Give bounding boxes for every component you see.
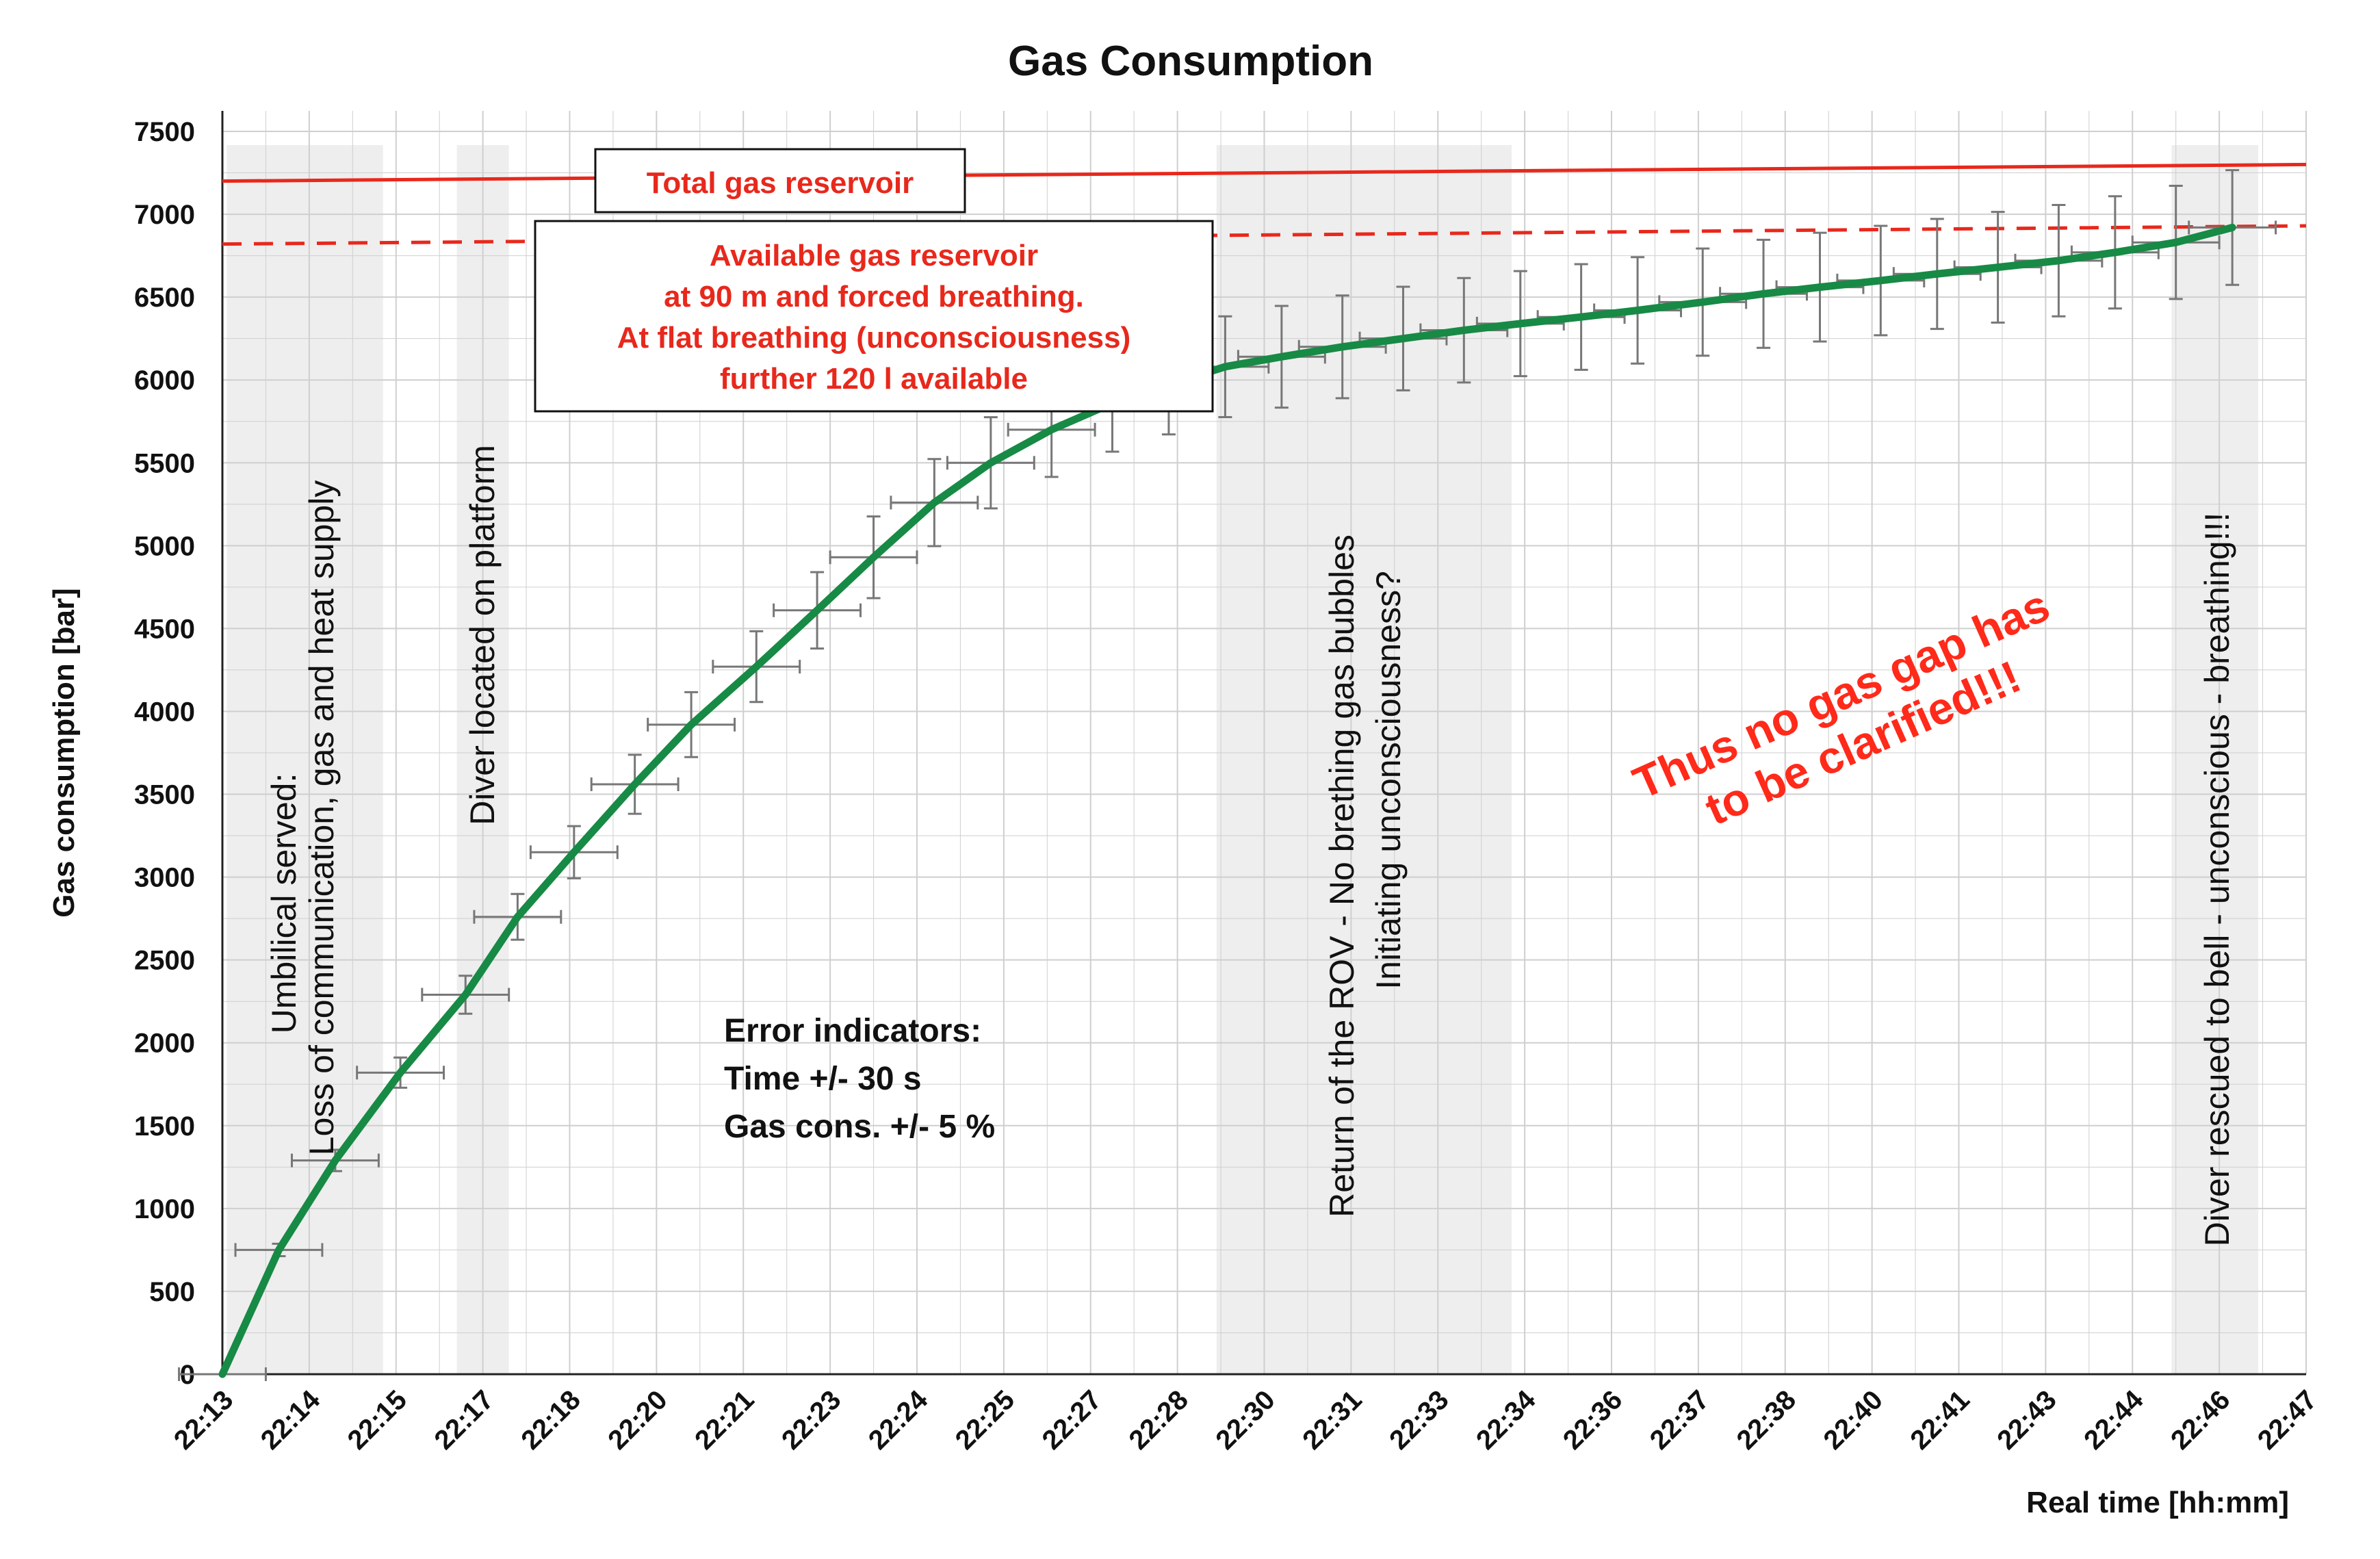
gas-consumption-line	[218, 223, 2236, 1378]
available-reservoir-line-3: At flat breathing (unconsciousness)	[617, 321, 1131, 355]
y-tick-label: 500	[149, 1277, 195, 1307]
event-shading	[227, 145, 2259, 1374]
y-axis-label: Gas consumption [bar]	[47, 588, 81, 918]
total-reservoir-line	[222, 162, 2307, 183]
rov-line-1: Return of the ROV - No brething gas bubb…	[1323, 534, 1361, 1217]
error-indicators-note: Error indicators: Time +/- 30 s Gas cons…	[724, 1013, 995, 1145]
umbilical-line-2: Loss of communication, gas and heat supp…	[302, 480, 341, 1156]
rov-line-2: Initiating unconsciousness?	[1369, 571, 1408, 990]
error-indicators-line-1: Error indicators:	[724, 1013, 981, 1049]
rov-annotation: Return of the ROV - No brething gas bubb…	[1323, 534, 1408, 1217]
y-tick-label: 4000	[134, 697, 195, 727]
diver-rescued-annotation: Diver rescued to bell - unconscious - br…	[2198, 513, 2236, 1247]
umbilical-line-1: Umbilical served:	[265, 773, 303, 1034]
available-reservoir-box: Available gas reservoir at 90 m and forc…	[534, 220, 1214, 413]
y-tick-label: 1000	[134, 1194, 195, 1224]
total-reservoir-box-frame	[594, 148, 966, 214]
error-indicators-line-2: Time +/- 30 s	[724, 1061, 922, 1097]
y-tick-label: 6000	[134, 365, 195, 396]
y-tick-label: 7000	[134, 200, 195, 230]
y-tick-label: 5000	[134, 531, 195, 561]
error-indicators-line-3: Gas cons. +/- 5 %	[724, 1109, 995, 1145]
available-reservoir-line-1: Available gas reservoir	[710, 239, 1038, 272]
available-reservoir-line-2: at 90 m and forced breathing.	[664, 280, 1084, 313]
y-tick-label: 1500	[134, 1111, 195, 1142]
y-tick-label: 3000	[134, 863, 195, 893]
available-reservoir-line-4: further 120 l available	[720, 362, 1028, 396]
diver-platform-annotation: Diver located on platform	[463, 445, 502, 825]
event-band-0	[227, 145, 383, 1374]
y-tick-labels: 0500100015002000250030003500400045005000…	[134, 117, 195, 1390]
y-tick-label: 2000	[134, 1029, 195, 1059]
axes	[221, 111, 2306, 1376]
total-reservoir-label: Total gas reservoir	[647, 166, 914, 200]
y-tick-label: 5500	[134, 448, 195, 478]
x-axis-label: Real time [hh:mm]	[2026, 1486, 2289, 1519]
umbilical-annotation: Umbilical served: Loss of communication,…	[265, 480, 341, 1156]
y-tick-label: 4500	[134, 614, 195, 644]
available-reservoir-box-frame	[534, 220, 1214, 413]
y-tick-label: 6500	[134, 283, 195, 313]
total-reservoir-box: Total gas reservoir	[594, 148, 966, 214]
event-band-2	[1216, 145, 1512, 1374]
y-tick-label: 2500	[134, 946, 195, 976]
chart-title: Gas Consumption	[1008, 38, 1373, 85]
y-tick-label: 7500	[134, 117, 195, 147]
event-band-3	[2171, 145, 2259, 1374]
series-layer	[218, 223, 2236, 1378]
y-tick-label: 3500	[134, 780, 195, 810]
